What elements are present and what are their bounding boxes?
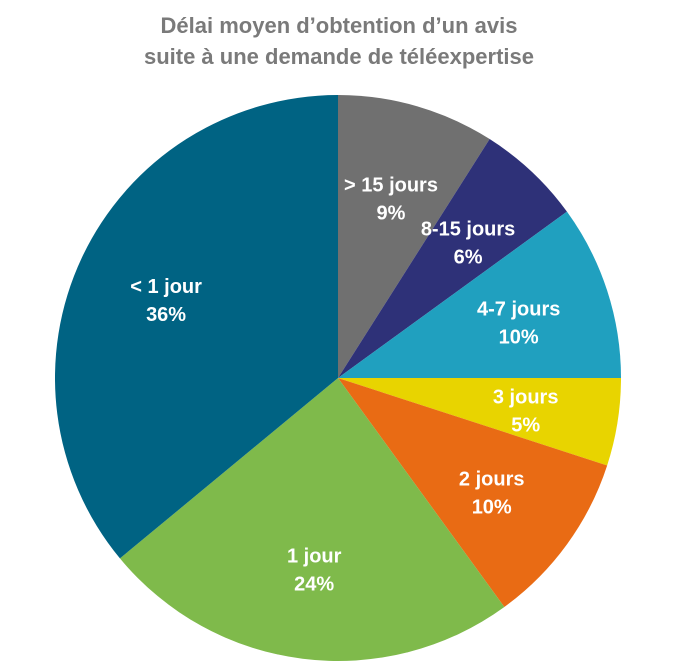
pie-slice-1-jour	[119, 378, 505, 661]
slice-value-3-jours: 5%	[511, 415, 540, 437]
slice-label-8-15-jours: 8-15 jours	[421, 219, 515, 241]
slice-value-4-7-jours: 10%	[499, 326, 539, 348]
pie-slice-15-jours	[338, 95, 490, 378]
slice-value-1-jour: 24%	[294, 574, 334, 596]
pie-slice-1-jour	[54, 95, 338, 559]
slice-label-1-jour: 1 jour	[287, 546, 342, 568]
slice-label-1-jour: < 1 jour	[130, 276, 202, 298]
chart-title: Délai moyen d’obtention d’un avis suite …	[0, 10, 678, 72]
slice-label-3-jours: 3 jours	[493, 387, 559, 409]
slice-value-15-jours: 9%	[377, 203, 406, 225]
slice-label-4-7-jours: 4-7 jours	[477, 298, 560, 320]
pie-slice-4-7-jours	[338, 211, 621, 378]
pie-slice-8-15-jours	[338, 139, 567, 378]
pie-slice-3-jours	[338, 378, 621, 466]
chart-title-line-1: Délai moyen d’obtention d’un avis	[160, 13, 518, 38]
slice-label-15-jours: > 15 jours	[344, 175, 438, 197]
pie-slice-2-jours	[338, 378, 608, 607]
slice-value-2-jours: 10%	[472, 497, 512, 519]
slice-label-2-jours: 2 jours	[459, 469, 525, 491]
slice-value-8-15-jours: 6%	[454, 247, 483, 269]
slice-value-1-jour: 36%	[146, 304, 186, 326]
chart-title-line-2: suite à une demande de téléexpertise	[143, 44, 535, 69]
